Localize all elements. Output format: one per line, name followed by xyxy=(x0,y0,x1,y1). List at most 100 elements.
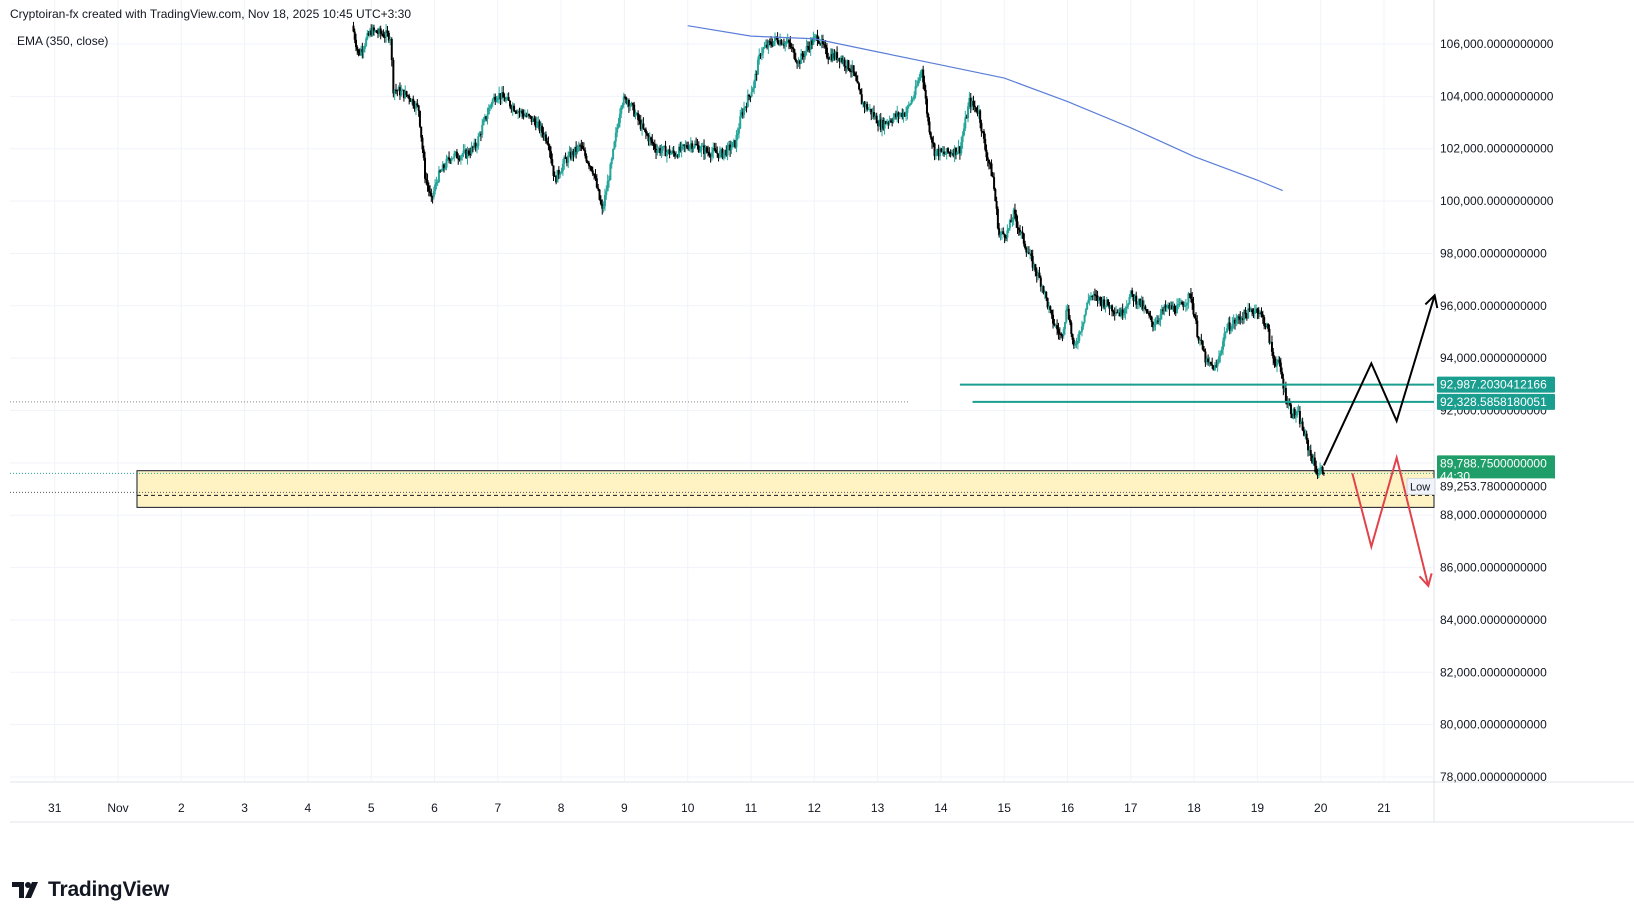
candle-body xyxy=(998,228,1001,236)
candle-body xyxy=(1095,295,1098,297)
candle-body xyxy=(638,119,641,121)
candle-body xyxy=(495,100,498,102)
candle-body xyxy=(755,73,758,75)
candle-body xyxy=(392,59,395,94)
price-chart[interactable]: 106,000.0000000000 104,000.0000000000 102,… xyxy=(10,0,1634,866)
tradingview-logo[interactable]: TradingView xyxy=(12,878,169,902)
candle-body xyxy=(510,106,513,110)
candle-body xyxy=(561,163,564,172)
candle-body xyxy=(905,112,908,117)
candle-body xyxy=(1169,305,1172,310)
candle-body xyxy=(915,85,918,87)
candle-body xyxy=(1212,365,1215,371)
candle-body xyxy=(1096,295,1099,302)
candle-body xyxy=(920,69,923,72)
candle-body xyxy=(979,110,982,123)
candle-body xyxy=(701,145,704,147)
price-tick-label: 100,000.0000000000 xyxy=(1440,194,1554,208)
candle-body xyxy=(421,137,424,150)
candle-body xyxy=(1232,319,1235,324)
candle-body xyxy=(457,158,460,160)
candle-body xyxy=(412,98,415,106)
candle-body xyxy=(1004,237,1007,239)
candle-body xyxy=(1309,450,1312,456)
candle-body xyxy=(672,150,675,154)
candle-body xyxy=(825,47,828,58)
candle-body xyxy=(699,150,702,153)
candle-body xyxy=(627,99,630,107)
candle-body xyxy=(844,66,847,68)
candle-body xyxy=(1183,305,1186,307)
candle-body xyxy=(546,141,549,144)
candle-body xyxy=(1251,309,1254,313)
candle-body xyxy=(750,92,753,97)
candle-body xyxy=(1135,295,1138,305)
candle-body xyxy=(1315,465,1318,474)
level-price-label xyxy=(1437,376,1555,393)
candle-body xyxy=(534,121,537,128)
candle-body xyxy=(1063,322,1066,330)
candle-body xyxy=(482,120,485,126)
candle-body xyxy=(1179,301,1182,304)
candle-body xyxy=(506,97,509,100)
candle-body xyxy=(1021,231,1024,234)
candle-body xyxy=(366,33,369,39)
ema-legend[interactable]: EMA (350, close) xyxy=(17,34,109,48)
candle-body xyxy=(526,114,529,117)
candle-body xyxy=(1011,220,1014,223)
candle-body xyxy=(1163,305,1166,312)
candle-body xyxy=(548,145,551,152)
chart-area[interactable]: 106,000.0000000000 104,000.0000000000 102,… xyxy=(10,0,1634,866)
candle-body xyxy=(1054,325,1057,327)
candle-body xyxy=(1316,473,1319,476)
candle-body xyxy=(1235,320,1238,324)
candle-body xyxy=(900,113,903,115)
candle-body xyxy=(1227,322,1230,329)
candle-body xyxy=(576,146,579,152)
candle-body xyxy=(598,189,601,200)
candle-body xyxy=(427,185,430,192)
candles xyxy=(352,21,1325,480)
candle-body xyxy=(972,100,975,106)
candle-body xyxy=(777,42,780,45)
candle-body xyxy=(1013,209,1016,214)
candle-body xyxy=(1230,329,1233,331)
candle-body xyxy=(669,152,672,155)
candle-body xyxy=(811,40,814,45)
candle-body xyxy=(1301,421,1304,431)
candle-body xyxy=(1144,306,1147,310)
level-price-label-text: 92,987.2030412166 xyxy=(1440,378,1547,392)
candle-body xyxy=(1282,378,1285,389)
candle-body xyxy=(732,140,735,143)
candle-body xyxy=(1101,299,1104,306)
candle-body xyxy=(1038,272,1041,278)
candle-body xyxy=(1274,362,1277,366)
candle-body xyxy=(363,45,366,49)
candle-body xyxy=(780,40,783,45)
candle-body xyxy=(785,42,788,44)
candle-body xyxy=(418,110,421,127)
candle-body xyxy=(597,187,600,190)
candle-body xyxy=(827,57,830,59)
candle-body xyxy=(1109,305,1112,309)
candle-body xyxy=(580,145,583,147)
candle-body xyxy=(446,157,449,159)
candle-body xyxy=(948,152,951,154)
ema-line xyxy=(687,25,1283,192)
candle-body xyxy=(727,144,730,146)
candle-body xyxy=(760,53,763,56)
candle-body xyxy=(1173,305,1176,313)
candle-body xyxy=(414,103,417,109)
candle-body xyxy=(1286,402,1289,405)
candle-body xyxy=(734,140,737,148)
candle-body xyxy=(525,115,528,117)
candle-body xyxy=(1192,303,1195,315)
candle-body xyxy=(700,146,703,151)
time-tick-label: Nov xyxy=(107,801,128,815)
candle-body xyxy=(878,119,881,127)
candle-body xyxy=(1322,472,1325,474)
candle-body xyxy=(372,27,375,31)
candle-body xyxy=(968,97,971,107)
candle-body xyxy=(402,89,405,98)
candle-body xyxy=(943,151,946,155)
